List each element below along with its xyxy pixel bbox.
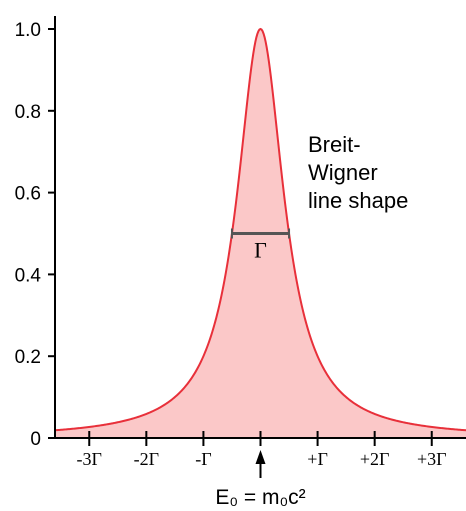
curve-description: Breit- Wigner line shape [308, 132, 408, 213]
y-tick-label: 0.4 [15, 265, 42, 286]
description-line: Wigner [308, 160, 378, 185]
description-line: Breit- [308, 132, 361, 157]
y-tick-label: 1.0 [15, 20, 41, 41]
x-tick-label: +3Γ [417, 449, 447, 469]
x-tick-label: -Γ [195, 449, 211, 469]
y-tick-label: 0.2 [15, 347, 41, 368]
x-tick-label: -2Γ [134, 449, 159, 469]
y-tick-label: 0.6 [15, 184, 41, 205]
x-tick-label: +2Γ [360, 449, 390, 469]
y-tick-label: 0 [30, 429, 41, 450]
center-energy-label: E₀ = m₀c² [215, 486, 305, 509]
axes: 0 0.2 0.4 0.6 0.8 1.0 -3Γ -2Γ -Γ +Γ +2Γ +3Γ [15, 16, 466, 469]
y-tick-label: 0.8 [15, 102, 41, 123]
annotations: Breit- Wigner line shape Γ E₀ = m₀c² [215, 132, 408, 509]
curve-line [54, 27, 466, 432]
x-tick-label: +Γ [307, 449, 328, 469]
fwhm-label: Γ [254, 238, 267, 263]
x-tick-label: -3Γ [77, 449, 102, 469]
description-line: line shape [308, 188, 408, 213]
center-arrow-head [255, 450, 266, 464]
